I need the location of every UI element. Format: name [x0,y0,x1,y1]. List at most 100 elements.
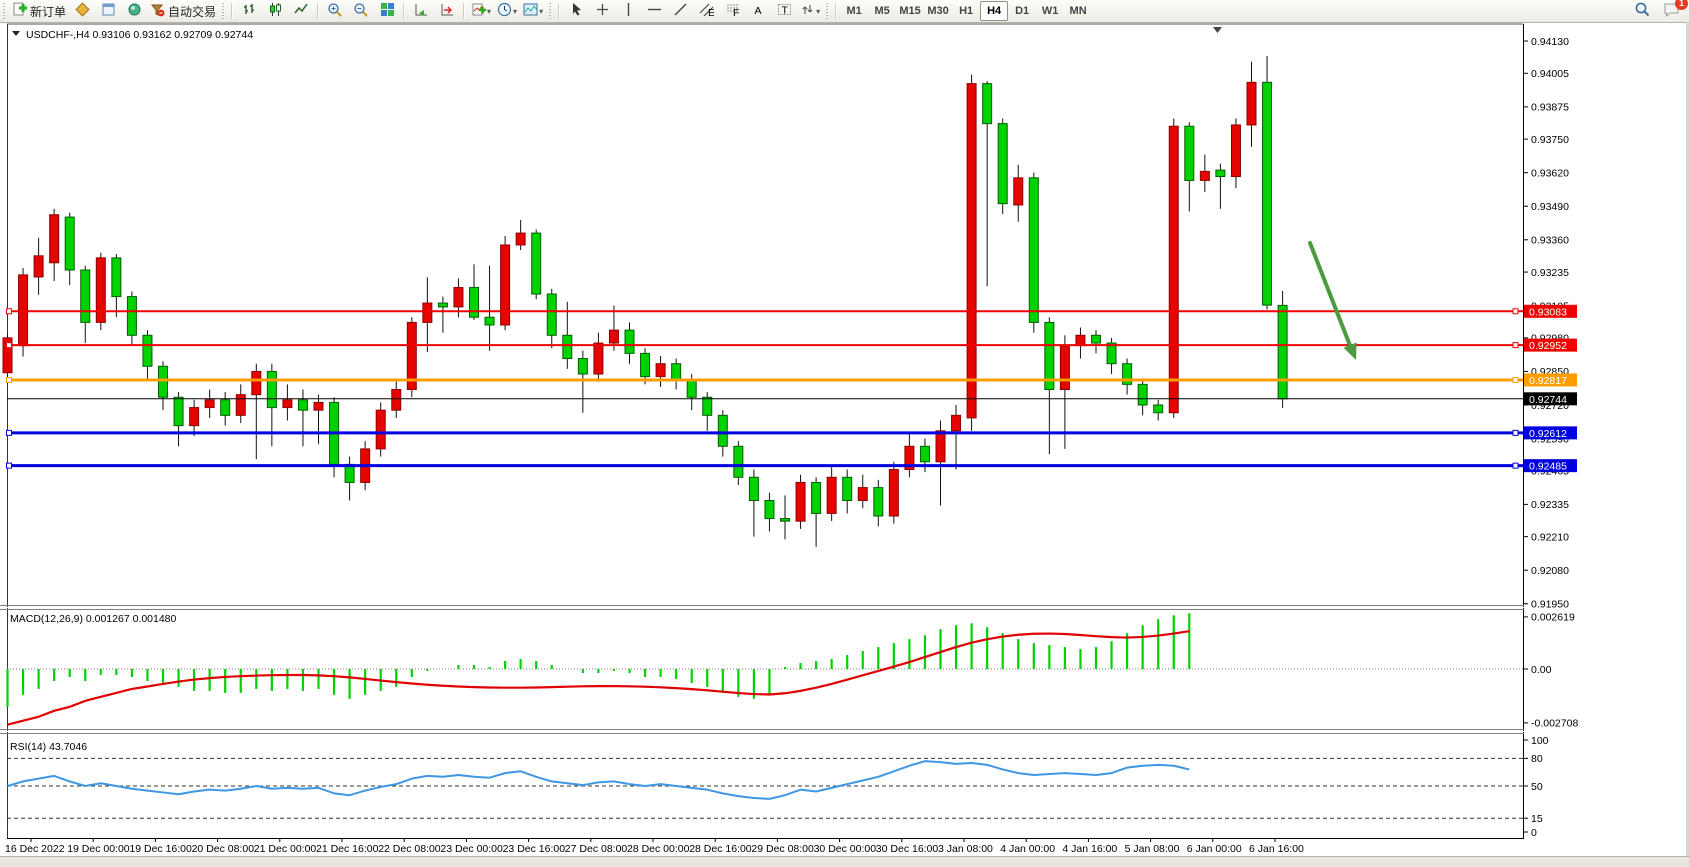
line-handle[interactable] [6,308,12,315]
line-handle[interactable] [1512,342,1519,349]
price-tick: 0.93620 [1531,167,1569,179]
text-tool-button[interactable]: A [745,0,771,22]
candle [391,389,402,411]
chart-window[interactable]: USDCHF-,H4 0.93106 0.93162 0.92709 0.927… [0,22,1689,862]
candle [500,244,511,326]
zoom-out-button[interactable] [348,0,374,22]
trendline-tool-button[interactable] [667,0,693,22]
text-icon: A [751,2,766,20]
horizontal-line-tool-button[interactable] [641,0,667,22]
macd-label: MACD(12,26,9) 0.001267 0.001480 [10,613,177,625]
chart-render-layer: 0.94130 0.94005 0.93875 0.93750 0.93620 0.934… [0,22,1689,862]
cursor-tool-button[interactable] [563,0,589,22]
candle [80,269,91,323]
candle [126,296,137,336]
candle [842,476,853,502]
candle [251,370,262,396]
timeframe-M5[interactable]: M5 [874,5,890,17]
notification-badge: 1 [1675,0,1688,10]
candlesticks [2,56,1288,547]
chart-shift-button[interactable] [434,0,460,22]
price-line-label: 0.92485 [1529,461,1567,473]
channel-tool-button[interactable]: E [693,0,719,22]
main-toolbar: 新订单 自动交易 [0,0,1689,23]
candle [1153,404,1164,414]
navigator-icon [127,2,142,20]
crosshair-icon [595,2,610,20]
zoom-in-button[interactable] [322,0,348,22]
data-window-button[interactable] [95,0,121,22]
annotation-arrow[interactable] [1308,241,1353,350]
candle [297,399,308,411]
bar-chart-mode-button[interactable] [236,0,262,22]
candle [1059,345,1070,391]
line-handle[interactable] [6,376,12,383]
auto-trading-icon [150,2,165,20]
line-handle[interactable] [1512,376,1519,383]
search-button[interactable] [1629,0,1655,22]
price-line-label: 0.92817 [1529,375,1567,387]
line-handle[interactable] [6,342,12,349]
line-handle[interactable] [1512,429,1519,436]
periods-button[interactable]: ▾ [494,0,520,22]
navigator-button[interactable] [121,0,147,22]
timeframe-MN[interactable]: MN [1069,5,1087,17]
fibonacci-icon: F [725,2,740,20]
timeframe-M30[interactable]: M30 [927,5,949,17]
text-label-tool-button[interactable]: T [771,0,797,22]
price-tick: 0.91950 [1531,599,1569,611]
timeframe-H4[interactable]: H4 [980,1,1009,21]
candle [95,257,106,323]
notifications-button[interactable]: 1 [1659,0,1688,22]
vertical-line-tool-button[interactable] [615,0,641,22]
candle [640,352,651,378]
fibonacci-tool-button[interactable]: F [719,0,745,22]
price-line-label: 0.92952 [1529,340,1567,352]
time-axis-label: 28 Dec 16:00 [689,843,752,855]
candle [1184,125,1195,181]
candle [1044,321,1055,391]
candle [1106,342,1117,365]
auto-scroll-button[interactable] [408,0,434,22]
line-handle[interactable] [1512,462,1519,469]
candle [562,334,573,360]
candlestick-mode-button[interactable] [262,0,288,22]
time-axis-label: 23 Dec 00:00 [440,843,503,855]
line-handle[interactable] [1512,308,1519,315]
auto-trading-button[interactable]: 自动交易 [147,0,219,22]
candle [173,396,184,427]
candle [671,363,682,380]
arrows-tool-button[interactable]: ▾ [797,0,823,22]
time-axis-label: 21 Dec 00:00 [254,843,317,855]
candle [1215,169,1226,178]
zoom-in-icon [327,2,343,21]
timeframe-D1[interactable]: D1 [1015,5,1030,17]
timeframe-M15[interactable]: M15 [899,5,921,17]
line-handle[interactable] [6,429,12,436]
candle [1262,81,1273,306]
timeframe-M1[interactable]: M1 [846,5,862,17]
templates-button[interactable]: ▾ [520,0,546,22]
collapse-triangle-icon[interactable] [12,31,20,36]
timeframe-W1[interactable]: W1 [1041,5,1059,17]
candle [1028,177,1039,323]
market-watch-button[interactable] [69,0,95,22]
candle [577,358,588,375]
candle [686,378,697,398]
crosshair-tool-button[interactable] [589,0,615,22]
separator [231,3,234,19]
candle [826,476,837,514]
usdchf-h4-chart[interactable]: USDCHF-,H4 0.93106 0.93162 0.92709 0.927… [0,22,1689,862]
templates-icon [523,2,538,20]
price-tick: 0.94130 [1531,36,1569,48]
new-order-button[interactable]: 新订单 [9,0,69,22]
timeframe-H1[interactable]: H1 [959,5,974,17]
candle [406,321,417,391]
line-chart-mode-button[interactable] [288,0,314,22]
annotation-arrow-head[interactable] [1343,342,1357,361]
tile-windows-button[interactable] [374,0,400,22]
line-chart-icon [293,2,309,20]
candle [64,216,75,271]
indicators-button[interactable]: ▾ [468,0,494,22]
line-handle[interactable] [6,462,12,469]
